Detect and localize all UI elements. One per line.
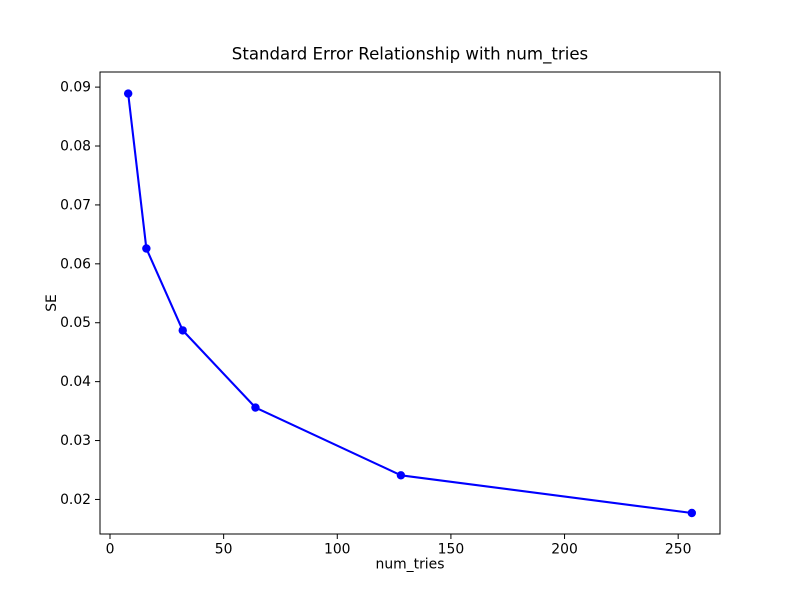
data-point: [123, 89, 133, 98]
x-tick-label: 250: [665, 542, 692, 558]
x-tick-label: 200: [551, 542, 578, 558]
data-point: [142, 244, 151, 253]
x-axis-label: num_tries: [376, 557, 445, 573]
y-tick-label: 0.08: [60, 139, 91, 155]
y-axis-ticks: 0.02 0.03 0.04 0.05 0.06 0.07 0.08 0.09: [60, 80, 100, 508]
data-point: [396, 471, 406, 480]
y-tick-label: 0.07: [60, 197, 91, 213]
series-line: [127, 92, 693, 515]
y-axis-label: SE: [44, 294, 60, 312]
y-tick-label: 0.05: [60, 315, 91, 331]
y-tick-label: 0.04: [60, 374, 91, 390]
y-tick-label: 0.03: [60, 433, 91, 449]
data-point: [251, 403, 260, 412]
x-tick-label: 150: [438, 542, 465, 558]
chart-title: Standard Error Relationship with num_tri…: [232, 45, 588, 65]
y-tick-label: 0.09: [60, 80, 91, 96]
data-series: [123, 89, 697, 518]
x-tick-label: 0: [106, 542, 115, 558]
x-tick-label: 50: [215, 542, 233, 558]
plot-area-border: [99, 71, 721, 535]
x-axis-ticks: 0 50 100 150 200 250: [106, 534, 692, 558]
data-point: [687, 508, 697, 518]
data-point: [178, 326, 187, 335]
x-tick-label: 100: [324, 542, 351, 558]
y-tick-label: 0.06: [60, 256, 91, 272]
y-tick-label: 0.02: [60, 492, 91, 508]
